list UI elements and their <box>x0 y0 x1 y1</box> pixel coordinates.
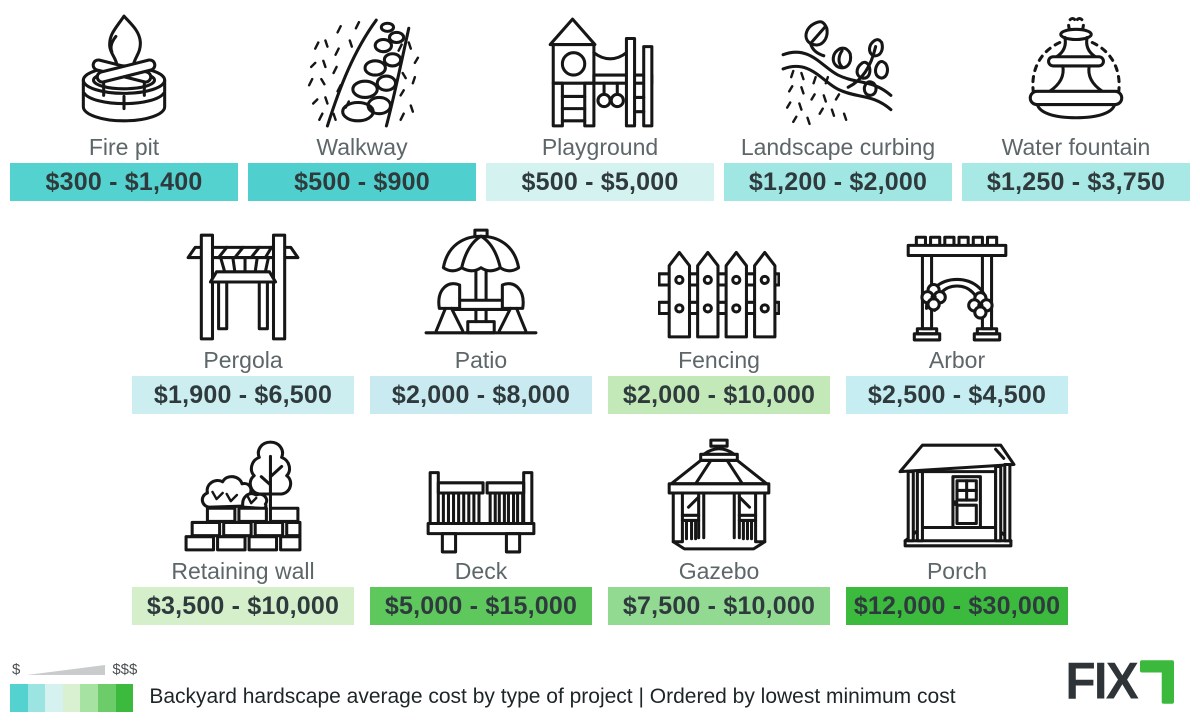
project-label: Fire pit <box>88 134 160 160</box>
project-fencing: Fencing $2,000 - $10,000 <box>608 217 830 414</box>
playground-icon <box>539 4 661 132</box>
project-playground: Playground $500 - $5,000 <box>486 4 714 201</box>
project-landscape-curbing: Landscape curbing $1,200 - $2,000 <box>724 4 952 201</box>
price-badge: $500 - $900 <box>248 163 476 201</box>
project-porch: Porch $12,000 - $30,000 <box>846 428 1068 625</box>
project-patio: Patio $2,000 - $8,000 <box>370 217 592 414</box>
retaining-wall-icon <box>182 428 304 556</box>
legend-swatch <box>97 684 116 712</box>
arbor-icon <box>896 217 1018 345</box>
fixr-logo: FIX <box>1065 651 1174 711</box>
price-badge: $12,000 - $30,000 <box>846 587 1068 625</box>
project-walkway: Walkway $500 - $900 <box>248 4 476 201</box>
gazebo-icon <box>658 428 780 556</box>
price-badge: $3,500 - $10,000 <box>132 587 354 625</box>
legend-swatch <box>115 684 134 712</box>
cost-legend: $ $$$ <box>10 661 137 712</box>
price-badge: $5,000 - $15,000 <box>370 587 592 625</box>
project-label: Playground <box>541 134 659 160</box>
project-label: Pergola <box>203 347 283 373</box>
project-deck: Deck $5,000 - $15,000 <box>370 428 592 625</box>
project-label: Patio <box>454 347 508 373</box>
pergola-icon <box>182 217 304 345</box>
legend-swatch <box>80 684 98 712</box>
price-badge: $1,250 - $3,750 <box>962 163 1190 201</box>
walkway-icon <box>301 4 423 132</box>
legend-low-label: $ <box>12 661 21 678</box>
project-label: Landscape curbing <box>740 134 936 160</box>
deck-icon <box>420 428 542 556</box>
price-badge: $1,900 - $6,500 <box>132 376 354 414</box>
footer: $ $$$ Backyard hardscape average cost by… <box>0 652 1200 712</box>
legend-swatch <box>10 684 28 712</box>
legend-scale-labels: $ $$$ <box>10 661 137 678</box>
price-badge: $2,000 - $10,000 <box>608 376 830 414</box>
price-badge: $7,500 - $10,000 <box>608 587 830 625</box>
project-arbor: Arbor $2,500 - $4,500 <box>846 217 1068 414</box>
cost-wedge-icon <box>27 665 106 675</box>
project-pergola: Pergola $1,900 - $6,500 <box>132 217 354 414</box>
row-2: Pergola $1,900 - $6,500 <box>0 217 1200 414</box>
project-label: Porch <box>926 558 988 584</box>
fencing-icon <box>658 217 780 345</box>
project-water-fountain: Water fountain $1,250 - $3,750 <box>962 4 1190 201</box>
project-label: Deck <box>454 558 508 584</box>
legend-swatch <box>45 684 63 712</box>
legend-swatch <box>27 684 46 712</box>
legend-high-label: $$$ <box>112 661 138 678</box>
price-badge: $2,000 - $8,000 <box>370 376 592 414</box>
project-label: Retaining wall <box>171 558 315 584</box>
project-fire-pit: Fire pit $300 - $1,400 <box>10 4 238 201</box>
price-badge: $2,500 - $4,500 <box>846 376 1068 414</box>
fixr-logo-r-icon <box>1140 660 1174 704</box>
row-1: Fire pit $300 - $1,400 Walkway $500 - $9… <box>0 4 1200 201</box>
legend-color-scale <box>10 684 137 712</box>
project-retaining-wall: Retaining wall $3,500 - $10,000 <box>132 428 354 625</box>
price-badge: $1,200 - $2,000 <box>724 163 952 201</box>
fire-pit-icon <box>63 4 185 132</box>
project-label: Arbor <box>928 347 986 373</box>
landscape-curbing-icon <box>777 4 899 132</box>
project-label: Gazebo <box>678 558 760 584</box>
patio-icon <box>420 217 542 345</box>
fixr-logo-text: FIX <box>1065 651 1139 711</box>
row-3: Retaining wall $3,500 - $10,000 <box>0 428 1200 625</box>
chart-caption: Backyard hardscape average cost by type … <box>149 685 956 708</box>
project-label: Water fountain <box>1001 134 1151 160</box>
price-badge: $500 - $5,000 <box>486 163 714 201</box>
porch-icon <box>896 428 1018 556</box>
project-label: Walkway <box>316 134 408 160</box>
project-label: Fencing <box>678 347 760 373</box>
water-fountain-icon <box>1015 4 1137 132</box>
project-gazebo: Gazebo $7,500 - $10,000 <box>608 428 830 625</box>
legend-swatch <box>62 684 81 712</box>
price-badge: $300 - $1,400 <box>10 163 238 201</box>
